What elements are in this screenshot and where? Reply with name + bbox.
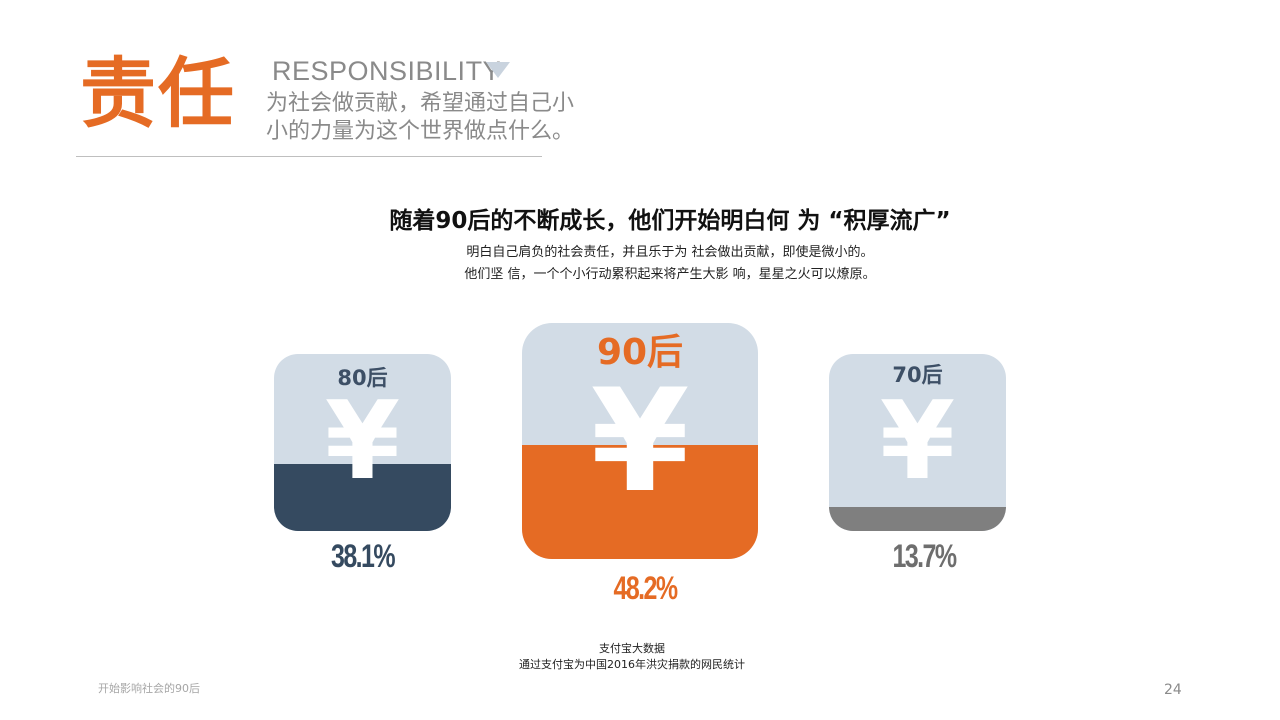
header-divider <box>76 156 542 157</box>
card-70s-percent: 13.7% <box>892 538 958 574</box>
card-80s: 80后 ¥ <box>274 354 451 531</box>
page-number: 24 <box>1164 682 1182 698</box>
card-90s-percent: 48.2% <box>613 570 679 606</box>
source-line-1: 支付宝大数据 <box>599 642 665 655</box>
headline: 随着90后的不断成长，他们开始明白何 为 “积厚流广” <box>389 208 951 234</box>
footer-text: 开始影响社会的90后 <box>98 682 200 695</box>
card-80s-label: 80后 <box>337 366 388 390</box>
english-title: RESPONSIBILITY <box>272 56 502 86</box>
description-line-1: 明白自己肩负的社会责任，并且乐于为 社会做出贡献，即使是微小的。 <box>466 245 874 260</box>
card-90s: 90后 ¥ <box>522 323 758 559</box>
yen-icon: ¥ <box>324 379 401 504</box>
card-80s-percent: 38.1% <box>331 538 396 574</box>
card-80s-fill <box>274 464 451 531</box>
card-70s-fill <box>829 507 1006 531</box>
card-90s-fill <box>522 445 758 559</box>
card-70s: 70后 ¥ <box>829 354 1006 531</box>
yen-icon: ¥ <box>590 359 690 524</box>
description-line-2: 他们坚 信，一个个小行动累积起来将产生大影 响，星星之火可以燎原。 <box>464 267 876 282</box>
card-90s-label: 90后 <box>596 332 684 373</box>
subtitle-line-1: 为社会做贡献，希望通过自己小 <box>266 91 575 116</box>
triangle-down-icon <box>486 62 510 78</box>
source-line-2: 通过支付宝为中国2016年洪灾捐款的网民统计 <box>519 658 745 671</box>
subtitle-line-2: 小的力量为这个世界做点什么。 <box>266 119 575 144</box>
yen-icon: ¥ <box>879 379 956 504</box>
card-70s-label: 70后 <box>892 363 943 387</box>
page-title: 责任 <box>80 49 236 138</box>
